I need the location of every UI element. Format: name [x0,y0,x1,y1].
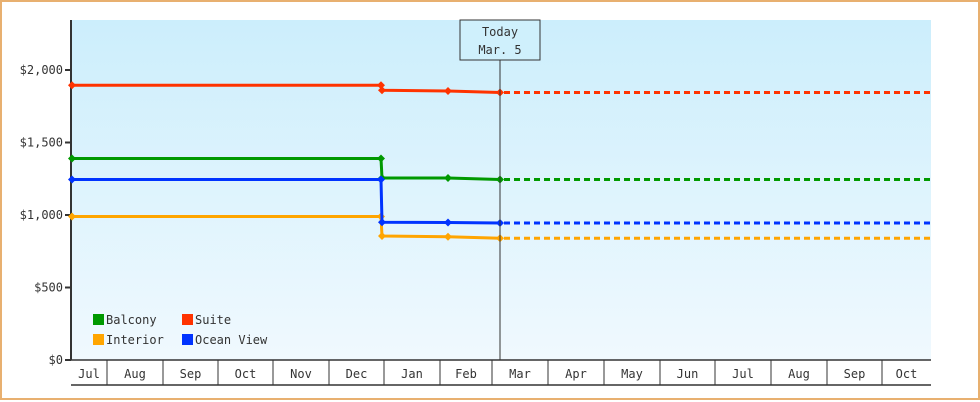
legend-item-interior[interactable]: Interior [93,333,164,347]
data-point-marker[interactable] [377,81,385,90]
data-point-marker[interactable] [377,154,385,163]
x-tick-label: Jul [78,367,100,381]
legend-swatch [93,334,104,345]
data-point-marker[interactable] [68,154,76,163]
legend-swatch [182,334,193,345]
data-point-marker[interactable] [444,232,452,241]
x-tick-label: Aug [788,367,810,381]
series-interior [68,212,931,243]
data-point-marker[interactable] [444,174,452,183]
today-date: Mar. 5 [478,43,521,57]
x-tick-label: Jul [732,367,754,381]
x-tick-label: Jun [677,367,699,381]
data-point-marker[interactable] [377,175,385,184]
legend: Balcony Suite Interior Ocean View [93,313,268,347]
y-tick-label: $1,500 [20,136,63,150]
data-point-marker[interactable] [378,218,386,227]
today-label-box [459,19,541,61]
data-point-marker[interactable] [378,86,386,95]
data-point-marker[interactable] [68,81,76,90]
legend-item-ocean-view[interactable]: Ocean View [182,333,268,347]
today-marker: Today Mar. 5 [459,19,541,360]
data-point-marker[interactable] [444,87,452,96]
legend-label: Suite [195,313,231,327]
legend-label: Ocean View [195,333,268,347]
data-point-marker[interactable] [378,232,386,241]
x-tick-label: Sep [844,367,866,381]
x-tick-label: Oct [235,367,257,381]
series-lines [68,81,931,243]
legend-item-balcony[interactable]: Balcony [93,313,157,327]
x-tick-label: Sep [180,367,202,381]
legend-label: Balcony [106,313,157,327]
y-tick-label: $500 [34,281,63,295]
legend-swatch [182,314,193,325]
y-tick-label: $1,000 [20,208,63,222]
x-tick-label: May [621,367,643,381]
y-axis: $0 $500 $1,000 $1,500 $2,000 [20,20,72,367]
x-tick-label: Aug [124,367,146,381]
legend-label: Interior [106,333,164,347]
y-tick-label: $0 [49,353,63,367]
x-tick-label: Oct [896,367,918,381]
x-tick-label: Apr [565,367,587,381]
series-suite [68,81,931,97]
x-axis: Jul Aug Sep Oct Nov Dec Jan Feb Mar Apr May Jun Jul A… [69,359,931,386]
data-point-marker[interactable] [68,212,76,221]
x-tick-label: Jan [401,367,423,381]
x-tick-label: Feb [455,367,477,381]
y-tick-label: $2,000 [20,63,63,77]
x-tick-label: Nov [290,367,312,381]
plot-area [71,20,931,360]
data-point-marker[interactable] [68,175,76,184]
x-tick-label: Mar [509,367,531,381]
today-label: Today [482,25,518,39]
x-tick-label: Dec [346,367,368,381]
data-point-marker[interactable] [444,218,452,227]
series-ocean-view [68,175,931,227]
legend-swatch [93,314,104,325]
legend-item-suite[interactable]: Suite [182,313,231,327]
